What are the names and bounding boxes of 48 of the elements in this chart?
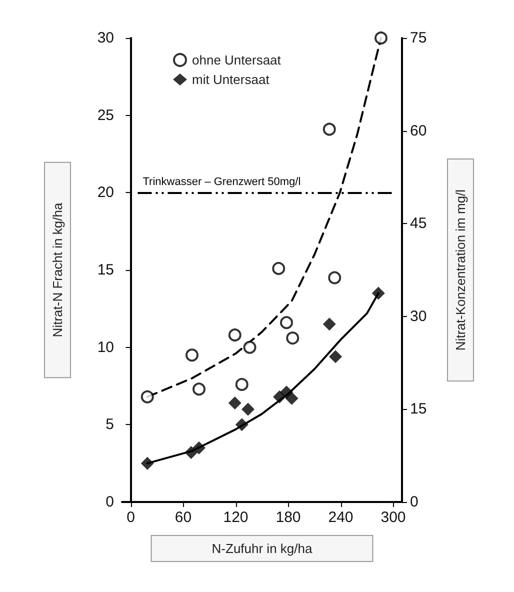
x-tick-label: 180 (276, 509, 301, 526)
point (192, 382, 206, 396)
point (243, 340, 256, 354)
point (374, 32, 388, 44)
x-tick-label: 240 (328, 509, 354, 526)
point (140, 456, 154, 470)
y-axis-title: Nitrat-N Fracht in kg/ha (50, 202, 65, 338)
point (328, 271, 342, 284)
y-tick-label: 20 (97, 184, 114, 202)
x-tick-label: 0 (126, 509, 135, 526)
point (184, 446, 198, 460)
point (186, 348, 198, 362)
y-tick-label: 5 (106, 416, 114, 434)
y-tick-label: 10 (97, 338, 114, 356)
point (228, 328, 242, 342)
ref-line-label: Trinkwasser – Grenzwert 50mg/l (142, 176, 301, 188)
x-axis-title: N-Zufuhr in kg/ha (212, 541, 313, 556)
point (235, 378, 248, 391)
point (192, 441, 206, 454)
y2-tick-label: 60 (410, 122, 427, 140)
point (285, 392, 298, 405)
x-tick-label: 60 (174, 509, 192, 526)
legend-label: ohne Untersaat (192, 52, 282, 68)
y2-tick-label: 0 (410, 494, 418, 510)
point (322, 318, 336, 331)
point (273, 390, 286, 404)
point (272, 262, 286, 275)
y2-tick-label: 45 (410, 215, 427, 232)
y2-tick-label: 30 (410, 308, 427, 325)
point (280, 316, 293, 330)
y-tick-label: 30 (97, 30, 114, 46)
y-tick-label: 25 (97, 106, 114, 124)
point (372, 286, 385, 300)
point (228, 396, 242, 410)
y2-tick-label: 15 (410, 400, 427, 418)
legend-label: mit Untersaat (192, 72, 270, 87)
point (286, 332, 300, 345)
point (242, 402, 254, 416)
y2-tick-label: 75 (410, 30, 427, 46)
x-tick-label: 120 (223, 509, 248, 526)
point (235, 418, 248, 432)
point (140, 390, 154, 404)
y-tick-label: 15 (97, 262, 114, 278)
x-tick-label: 300 (380, 509, 406, 526)
point (322, 122, 336, 136)
y2-axis-title: Nitrat-Konzentration im mg/l (453, 189, 468, 351)
point (329, 350, 342, 364)
y-tick-label: 0 (106, 494, 114, 510)
